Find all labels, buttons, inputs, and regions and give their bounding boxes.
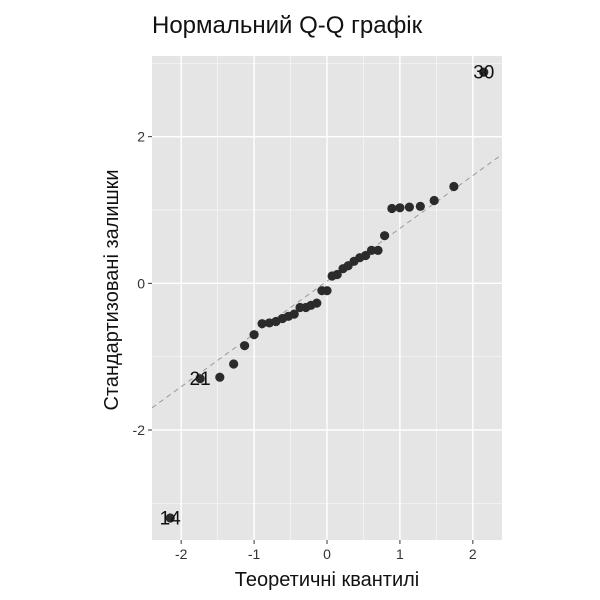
y-tick-label: 0	[137, 275, 145, 291]
x-tick-label: -2	[175, 546, 188, 562]
x-axis-ticks: -2 -1 0 1 2	[175, 540, 477, 562]
point-label: 21	[190, 369, 211, 390]
data-point	[366, 245, 377, 255]
data-point	[322, 286, 332, 296]
data-point	[332, 269, 342, 280]
data-point	[289, 309, 299, 319]
data-point	[249, 330, 259, 340]
data-point	[165, 513, 175, 523]
reference-line	[151, 154, 503, 409]
x-tick-label: 2	[469, 546, 477, 562]
data-point	[380, 231, 390, 241]
data-point	[215, 372, 225, 382]
y-axis-title: Стандартизовані залишки	[101, 169, 123, 410]
x-tick-label: 1	[396, 546, 404, 562]
data-point	[373, 245, 383, 255]
data-point	[229, 359, 239, 369]
data-point	[195, 374, 205, 384]
data-point	[404, 202, 414, 212]
chart-title: Нормальний Q-Q графік	[152, 12, 423, 39]
data-points	[165, 67, 489, 523]
x-tick-label: -1	[248, 546, 261, 562]
point-labels: 14 21 30	[160, 63, 495, 530]
data-point	[429, 195, 439, 206]
point-label: 14	[160, 509, 182, 530]
y-tick-label: 2	[137, 129, 145, 145]
point-label: 30	[473, 63, 494, 84]
data-point	[415, 201, 425, 211]
grid-lines	[152, 56, 502, 540]
y-tick-label: -2	[133, 422, 146, 438]
data-point	[257, 319, 267, 329]
data-point	[395, 203, 405, 213]
data-point	[479, 67, 489, 77]
x-axis-title: Теоретичні квантилі	[235, 569, 419, 591]
y-axis-ticks: -2 0 2	[133, 129, 152, 438]
x-tick-label: 0	[323, 546, 331, 562]
data-point	[312, 298, 322, 308]
data-point	[449, 181, 459, 192]
data-point	[387, 203, 397, 214]
data-point	[240, 341, 250, 351]
